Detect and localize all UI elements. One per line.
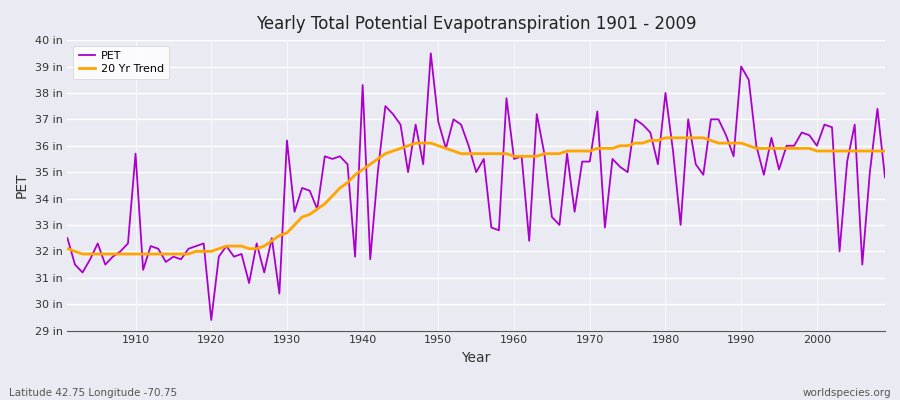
PET bbox=[517, 154, 527, 159]
X-axis label: Year: Year bbox=[462, 351, 490, 365]
PET bbox=[524, 238, 535, 243]
Line: PET: PET bbox=[68, 53, 885, 320]
20 Yr Trend bbox=[879, 149, 890, 154]
PET bbox=[206, 318, 217, 322]
PET bbox=[297, 186, 308, 190]
PET bbox=[342, 162, 353, 167]
20 Yr Trend bbox=[608, 146, 618, 151]
Text: Latitude 42.75 Longitude -70.75: Latitude 42.75 Longitude -70.75 bbox=[9, 388, 177, 398]
PET bbox=[122, 241, 133, 246]
20 Yr Trend bbox=[62, 246, 73, 251]
Title: Yearly Total Potential Evapotranspiration 1901 - 2009: Yearly Total Potential Evapotranspiratio… bbox=[256, 15, 697, 33]
20 Yr Trend bbox=[508, 154, 519, 159]
Legend: PET, 20 Yr Trend: PET, 20 Yr Trend bbox=[73, 46, 169, 79]
Line: 20 Yr Trend: 20 Yr Trend bbox=[68, 138, 885, 254]
20 Yr Trend bbox=[77, 252, 88, 256]
PET bbox=[62, 236, 73, 240]
20 Yr Trend bbox=[517, 154, 527, 159]
20 Yr Trend bbox=[297, 215, 308, 220]
20 Yr Trend bbox=[660, 136, 670, 140]
20 Yr Trend bbox=[130, 252, 141, 256]
Text: worldspecies.org: worldspecies.org bbox=[803, 388, 891, 398]
PET bbox=[879, 175, 890, 180]
20 Yr Trend bbox=[342, 180, 353, 185]
PET bbox=[426, 51, 436, 56]
PET bbox=[615, 164, 626, 169]
Y-axis label: PET: PET bbox=[15, 172, 29, 198]
